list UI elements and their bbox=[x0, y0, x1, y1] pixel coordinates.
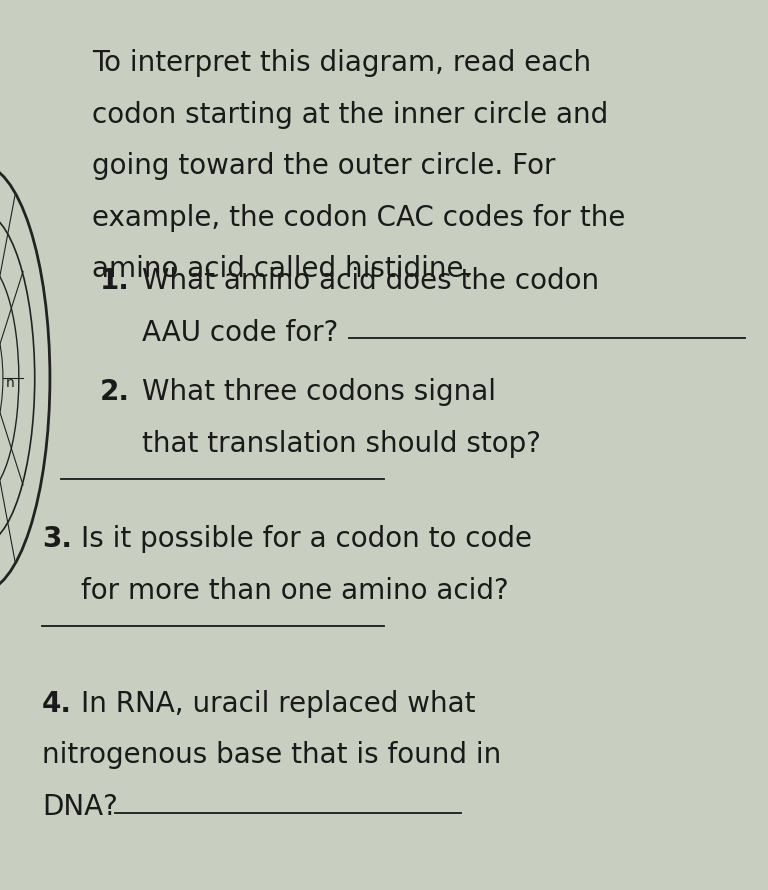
Text: that translation should stop?: that translation should stop? bbox=[142, 430, 541, 457]
Text: 4.: 4. bbox=[42, 690, 72, 717]
Text: n: n bbox=[6, 376, 15, 390]
Text: DNA?: DNA? bbox=[42, 793, 118, 821]
Text: What three codons signal: What three codons signal bbox=[142, 378, 496, 406]
Text: amino acid called histidine.: amino acid called histidine. bbox=[92, 255, 472, 283]
Text: 1.: 1. bbox=[100, 267, 130, 295]
Text: codon starting at the inner circle and: codon starting at the inner circle and bbox=[92, 101, 608, 128]
Text: 2.: 2. bbox=[100, 378, 130, 406]
Text: In RNA, uracil replaced what: In RNA, uracil replaced what bbox=[81, 690, 475, 717]
Text: 3.: 3. bbox=[42, 525, 72, 553]
Text: To interpret this diagram, read each: To interpret this diagram, read each bbox=[92, 49, 591, 77]
Text: for more than one amino acid?: for more than one amino acid? bbox=[81, 577, 508, 604]
Text: What amino acid does the codon: What amino acid does the codon bbox=[142, 267, 599, 295]
Text: Is it possible for a codon to code: Is it possible for a codon to code bbox=[81, 525, 531, 553]
Text: going toward the outer circle. For: going toward the outer circle. For bbox=[92, 152, 556, 180]
Text: AAU code for?: AAU code for? bbox=[142, 319, 339, 346]
Text: example, the codon CAC codes for the: example, the codon CAC codes for the bbox=[92, 204, 625, 231]
Text: nitrogenous base that is found in: nitrogenous base that is found in bbox=[42, 741, 502, 769]
